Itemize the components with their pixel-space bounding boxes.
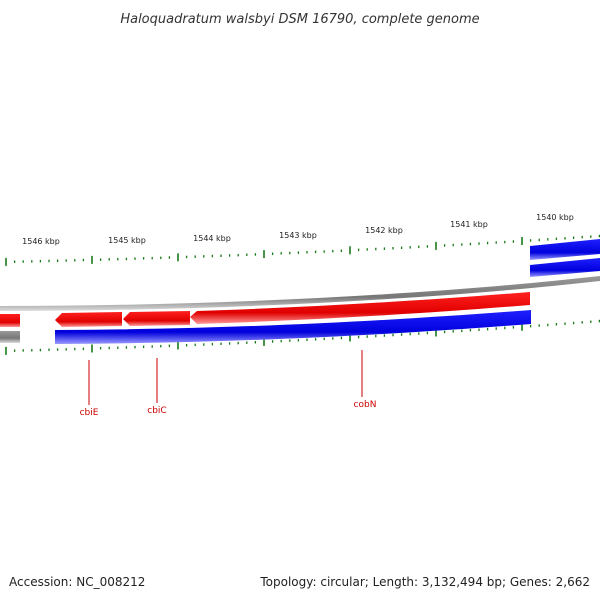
ruler-label: 1541 kbp — [450, 220, 488, 229]
ruler-label: 1540 kbp — [536, 213, 574, 222]
gene-band-left-gray — [0, 331, 20, 343]
gene-label-cbiE: cbiE — [80, 408, 99, 418]
gene-label-cbiC: cbiC — [147, 406, 166, 416]
ruler-label: 1546 kbp — [22, 237, 60, 246]
gene-arrow-cbiE — [55, 312, 122, 327]
gene-band-reverse — [55, 310, 531, 344]
gene-label-cobN: cobN — [354, 400, 377, 410]
ruler-ticks-inner — [5, 319, 600, 355]
gene-arrow-cobN — [190, 292, 530, 324]
gene-arrow-cbiC — [123, 311, 190, 326]
ruler-label: 1544 kbp — [193, 234, 231, 243]
ruler-label: 1543 kbp — [279, 231, 317, 240]
gene-arrow-left-edge — [0, 314, 20, 327]
genome-summary-text: Topology: circular; Length: 3,132,494 bp… — [259, 575, 590, 589]
ruler-ticks-outer — [5, 234, 600, 266]
map-title: Haloquadratum walsbyi DSM 16790, complet… — [120, 12, 479, 27]
ruler-labels: 1546 kbp 1545 kbp 1544 kbp 1543 kbp 1542… — [22, 213, 574, 246]
genome-backbone — [0, 276, 600, 311]
feature-band-outer-1 — [530, 239, 600, 260]
accession-text: Accession: NC_008212 — [9, 575, 145, 589]
ruler-label: 1542 kbp — [365, 226, 403, 235]
feature-band-outer-2 — [530, 258, 600, 277]
ruler-label: 1545 kbp — [108, 236, 146, 245]
